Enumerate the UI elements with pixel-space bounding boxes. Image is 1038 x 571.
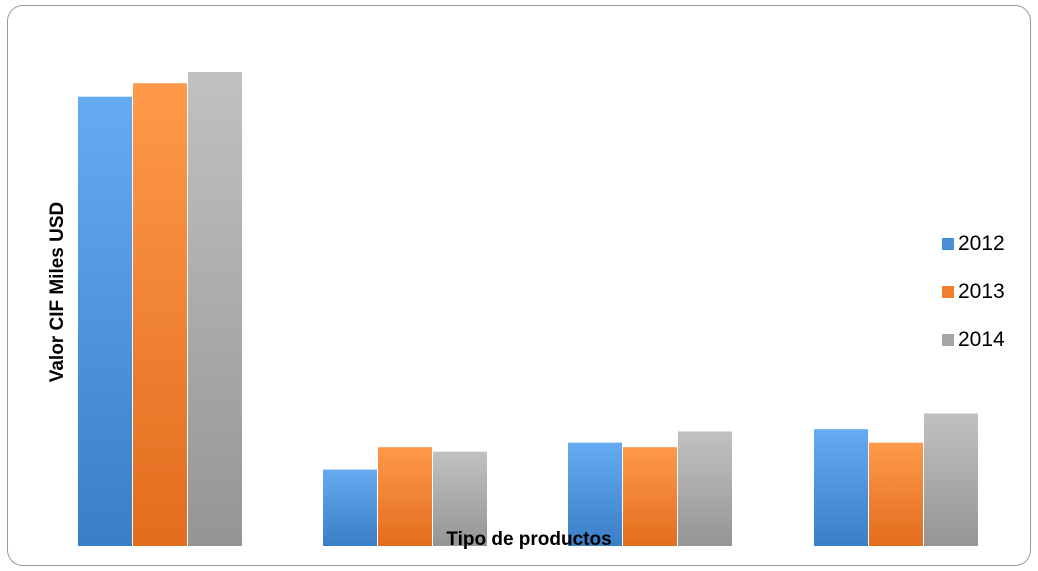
- bar-2012-group-3: [568, 442, 622, 546]
- bar-2012-group-4: [814, 429, 868, 546]
- x-axis-label: Tipo de productos: [446, 529, 612, 550]
- bar-2014-group-4: [924, 413, 978, 546]
- legend-swatch-2012: [942, 238, 954, 250]
- legend-swatch-2013: [942, 286, 954, 298]
- bar-2013-group-1: [133, 83, 187, 546]
- legend: 2012 2013 2014: [942, 232, 1005, 376]
- bar-2013-group-2: [378, 447, 432, 546]
- bar-2013-group-4: [869, 442, 923, 546]
- legend-label-2013: 2013: [958, 280, 1005, 303]
- legend-label-2012: 2012: [958, 232, 1005, 255]
- bar-2014-group-3: [678, 431, 732, 546]
- legend-item-2012: 2012: [942, 232, 1005, 256]
- legend-item-2014: 2014: [942, 328, 1005, 352]
- bars-group: [78, 72, 978, 546]
- bar-2014-group-1: [188, 72, 242, 546]
- bar-2012-group-2: [323, 469, 377, 546]
- legend-swatch-2014: [942, 334, 954, 346]
- bar-2012-group-1: [78, 96, 132, 546]
- legend-item-2013: 2013: [942, 280, 1005, 304]
- bar-2014-group-2: [433, 451, 487, 546]
- y-axis-label: Valor CIF Miles USD: [47, 201, 68, 383]
- legend-label-2014: 2014: [958, 328, 1005, 351]
- bar-2013-group-3: [623, 447, 677, 546]
